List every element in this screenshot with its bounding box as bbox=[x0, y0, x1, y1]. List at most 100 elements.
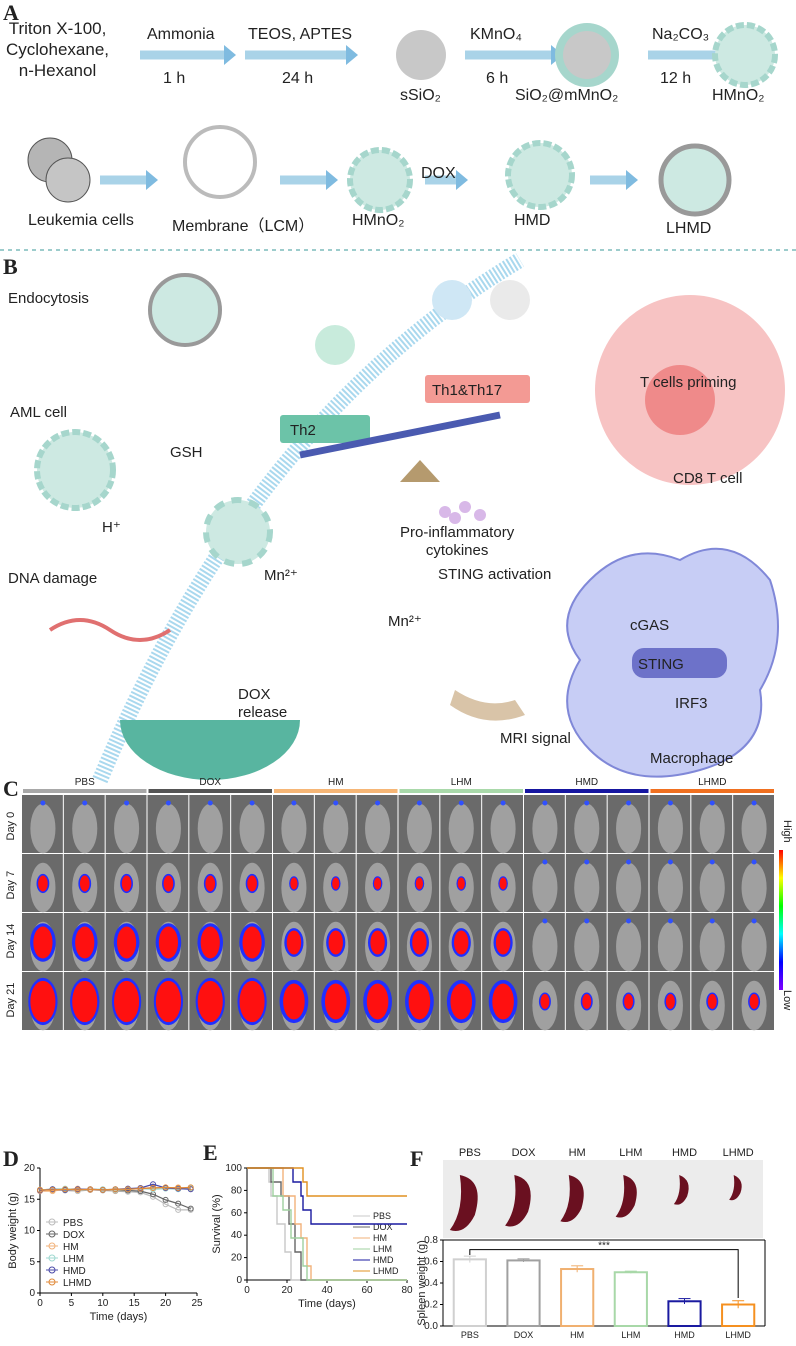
spleen-image bbox=[449, 1175, 478, 1231]
bar-PBS bbox=[452, 1258, 487, 1327]
survival-curve-LHM bbox=[247, 1167, 407, 1281]
x-tick-label: 0 bbox=[244, 1285, 250, 1296]
spleen-image bbox=[505, 1175, 531, 1227]
nucleus bbox=[120, 720, 300, 780]
signal-core bbox=[370, 930, 385, 955]
day-label: Day 7 bbox=[5, 871, 17, 900]
legend-marker bbox=[48, 1266, 56, 1274]
arrow-membrane-head bbox=[326, 170, 338, 190]
signal-spot bbox=[584, 859, 590, 865]
mouse-body bbox=[532, 803, 558, 854]
y-tick-label: 60 bbox=[231, 1208, 243, 1219]
spleen-image bbox=[673, 1174, 689, 1205]
mouse-body bbox=[365, 803, 391, 854]
signal-core bbox=[114, 980, 140, 1023]
label-gsh: GSH bbox=[170, 444, 203, 461]
signal-spot bbox=[751, 800, 757, 806]
mouse-body bbox=[72, 803, 98, 854]
mouse-body bbox=[490, 803, 516, 854]
y-tick-label: 0.4 bbox=[424, 1278, 438, 1289]
label-cd8-t-cell: CD8 T cell bbox=[673, 470, 743, 487]
day-label: Day 0 bbox=[5, 812, 17, 841]
group-label: DOX bbox=[199, 777, 222, 788]
x-tick-label: 5 bbox=[69, 1298, 75, 1309]
label-hmd: HMD bbox=[514, 212, 551, 229]
bar-DOX bbox=[506, 1259, 541, 1328]
day-label: Day 21 bbox=[5, 983, 17, 1018]
mouse-body bbox=[741, 921, 767, 972]
survival-curve-HM bbox=[247, 1167, 407, 1281]
data-point-HMD bbox=[187, 1186, 194, 1193]
y-tick-label: 0 bbox=[236, 1275, 242, 1286]
color-scale-bar bbox=[779, 850, 783, 990]
mouse-body bbox=[114, 803, 140, 854]
hmd-in-cell bbox=[34, 429, 116, 511]
data-point-LHMD bbox=[175, 1185, 182, 1191]
signal-spot bbox=[709, 859, 715, 865]
scale-high: High bbox=[781, 820, 793, 843]
arrow-dox-loading-head bbox=[456, 170, 468, 190]
data-point-LHMD bbox=[137, 1185, 144, 1192]
mouse-body bbox=[616, 862, 642, 913]
ssio2-particle bbox=[396, 30, 446, 80]
legend-label-HMD: HMD bbox=[63, 1266, 86, 1277]
signal-core bbox=[492, 983, 514, 1020]
signal-core bbox=[247, 875, 257, 892]
signal-core bbox=[457, 877, 465, 890]
sting-box bbox=[632, 648, 727, 678]
y-tick-label: 0 bbox=[29, 1288, 35, 1299]
signal-spot bbox=[40, 800, 46, 806]
label-leukemia-cells: Leukemia cells bbox=[28, 212, 134, 229]
x-tick-label: 60 bbox=[361, 1285, 373, 1296]
signal-core bbox=[205, 875, 216, 892]
mouse-body bbox=[699, 921, 725, 972]
signal-core bbox=[200, 926, 220, 959]
membrane-vesicle bbox=[183, 125, 257, 199]
mouse-body bbox=[281, 803, 307, 854]
y-tick-label: 0.0 bbox=[424, 1321, 438, 1332]
photo-label: LHMD bbox=[723, 1147, 754, 1159]
label-lhmd: LHMD bbox=[666, 220, 712, 237]
signal-core bbox=[290, 877, 298, 890]
balance-fulcrum bbox=[400, 460, 440, 482]
signal-spot bbox=[751, 918, 757, 924]
signal-spot bbox=[416, 800, 422, 806]
label-dox-release: DOX release bbox=[238, 686, 288, 721]
legend-marker bbox=[48, 1278, 56, 1286]
step-arrow-2-head bbox=[346, 45, 358, 65]
signal-spot bbox=[542, 859, 548, 865]
survival-curve-PBS bbox=[247, 1167, 407, 1281]
legend-label-HM: HM bbox=[63, 1242, 79, 1253]
data-point-DOX bbox=[175, 1200, 182, 1207]
signal-core bbox=[242, 926, 262, 959]
scale-low: Low bbox=[781, 990, 793, 1011]
y-tick-label: 15 bbox=[24, 1194, 36, 1205]
group-label: PBS bbox=[74, 777, 95, 788]
signal-core bbox=[454, 930, 469, 955]
y-tick-label: 5 bbox=[29, 1257, 35, 1268]
sio2-core bbox=[563, 31, 611, 79]
signal-core bbox=[707, 994, 717, 1009]
bar-HMD bbox=[667, 1300, 702, 1328]
y-tick-label: 80 bbox=[231, 1185, 243, 1196]
lhmd-endocytosis bbox=[148, 273, 222, 347]
x-tick-label: 10 bbox=[97, 1298, 109, 1309]
signal-core bbox=[373, 877, 382, 890]
group-bar bbox=[525, 789, 649, 793]
signal-spot bbox=[542, 800, 548, 806]
panel-label-d: D bbox=[3, 1146, 19, 1171]
spleen-image bbox=[560, 1175, 584, 1223]
step-3-bottom: 6 h bbox=[486, 70, 509, 87]
day-label: Day 14 bbox=[5, 924, 17, 959]
signal-spot bbox=[165, 800, 171, 806]
data-point-LHMD bbox=[162, 1184, 169, 1191]
category-label: PBS bbox=[461, 1330, 479, 1340]
signal-spot bbox=[751, 859, 757, 865]
photo-label: PBS bbox=[459, 1147, 481, 1159]
label-cgas: cGAS bbox=[630, 617, 670, 634]
data-point-LHMD bbox=[150, 1185, 157, 1191]
data-point-HMD bbox=[150, 1181, 157, 1188]
label-dna-damage: DNA damage bbox=[8, 570, 98, 587]
degrading-hmd bbox=[203, 497, 273, 567]
